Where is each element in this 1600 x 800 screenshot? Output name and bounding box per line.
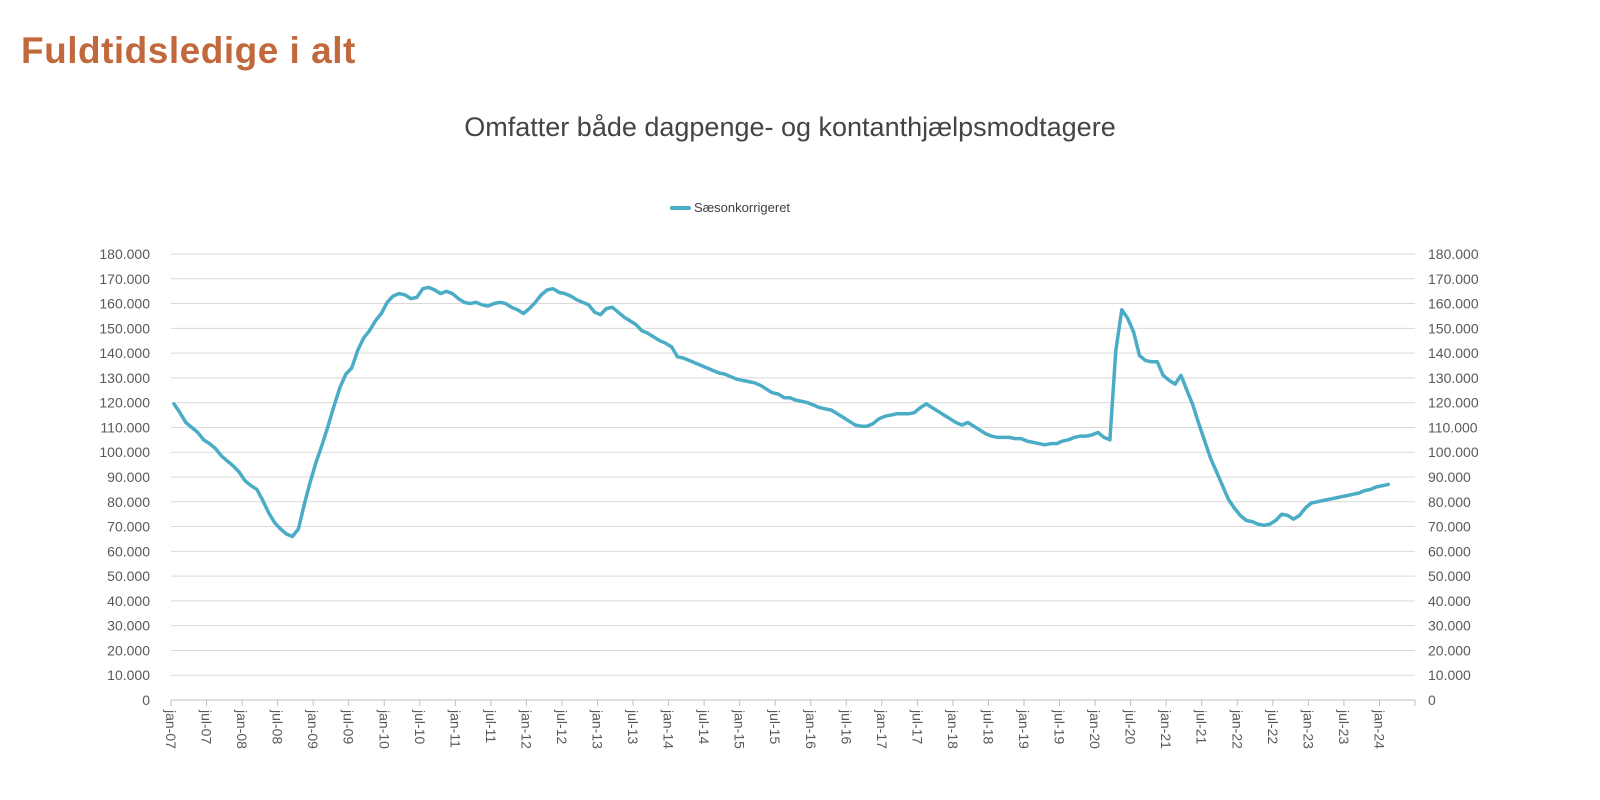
y-axis-label-left: 80.000 [107,494,150,510]
x-axis-label: jul-19 [1052,709,1068,744]
y-axis-label-left: 100.000 [99,444,150,460]
y-axis-label-left: 90.000 [107,469,150,485]
y-axis-label-left: 10.000 [107,667,150,683]
x-axis-label: jul-12 [554,709,570,744]
y-axis-label-right: 150.000 [1428,320,1479,336]
y-axis-label-right: 140.000 [1428,345,1479,361]
y-axis-label-right: 10.000 [1428,667,1471,683]
y-axis-label-right: 180.000 [1428,246,1479,262]
x-axis-label: jan-23 [1300,709,1316,749]
x-axis-label: jul-16 [838,709,854,744]
x-axis-label: jul-14 [696,709,712,744]
x-axis-label: jul-18 [980,709,996,744]
x-axis-label: jan-22 [1229,709,1245,749]
x-axis-label: jan-14 [661,709,677,749]
y-axis-label-left: 110.000 [100,419,150,435]
y-axis-label-right: 90.000 [1428,469,1471,485]
y-axis-label-right: 30.000 [1428,618,1471,634]
x-axis-label: jan-09 [305,709,321,749]
x-axis-label: jan-07 [163,709,179,749]
x-axis-label: jul-15 [767,709,783,744]
y-axis-label-left: 180.000 [99,246,150,262]
legend-item-saesonkorrigeret[interactable]: Sæsonkorrigeret [669,200,791,215]
x-axis-label: jul-13 [625,709,641,744]
x-axis-label: jan-11 [447,709,463,748]
y-axis-label-right: 70.000 [1428,519,1471,535]
x-axis-label: jul-23 [1336,709,1352,744]
y-axis-label-left: 170.000 [99,271,150,287]
y-axis-label-right: 80.000 [1428,494,1471,510]
y-axis-label-right: 60.000 [1428,543,1471,559]
y-axis-label-right: 50.000 [1428,568,1471,584]
x-axis-label: jan-13 [590,709,606,749]
x-axis-label: jan-19 [1016,709,1032,749]
y-axis-label-right: 120.000 [1428,395,1479,411]
y-axis-label-right: 40.000 [1428,593,1471,609]
y-axis-label-left: 0 [142,692,150,708]
y-axis-label-left: 140.000 [99,345,150,361]
y-axis-label-left: 30.000 [107,618,150,634]
x-axis-label: jan-15 [732,709,748,749]
x-axis-label: jan-24 [1371,709,1387,749]
x-axis-label: jan-18 [945,709,961,749]
y-axis-label-left: 40.000 [107,593,150,609]
x-axis-label: jan-16 [803,709,819,749]
page-title: Fuldtidsledige i alt [21,30,356,71]
legend: Sæsonkorrigeret [669,200,791,215]
y-axis-label-right: 110.000 [1428,419,1478,435]
x-axis-label: jul-08 [270,709,286,744]
chart-title: Omfatter både dagpenge- og kontanthjælps… [464,112,1116,142]
legend-line-marker-icon [669,205,691,210]
x-axis-label: jan-08 [234,709,250,749]
y-axis-label-right: 0 [1428,692,1436,708]
y-axis-label-left: 50.000 [107,568,150,584]
y-axis-label-right: 160.000 [1428,296,1479,312]
y-axis-label-left: 60.000 [107,543,150,559]
legend-label: Sæsonkorrigeret [693,200,791,215]
y-axis-label-right: 170.000 [1428,271,1479,287]
y-axis-label-left: 160.000 [99,296,150,312]
y-axis-label-right: 100.000 [1428,444,1479,460]
y-axis-label-right: 20.000 [1428,642,1471,658]
x-axis-label: jan-17 [874,709,890,749]
y-axis-label-right: 130.000 [1428,370,1479,386]
x-axis-label: jul-09 [341,709,357,744]
x-axis-label: jul-11 [483,709,499,743]
y-axis-label-left: 150.000 [99,320,150,336]
x-axis-label: jul-21 [1194,709,1210,744]
x-axis-label: jul-10 [412,709,428,744]
x-axis-label: jul-17 [909,709,925,744]
x-axis-label: jul-07 [199,709,215,744]
x-axis-label: jul-22 [1265,709,1281,744]
series-line-saesonkorrigeret[interactable] [172,285,1391,539]
y-axis-label-left: 130.000 [99,370,150,386]
y-axis-label-left: 70.000 [107,519,150,535]
x-axis-label: jan-12 [518,709,534,749]
x-axis-label: jul-20 [1123,709,1139,744]
x-axis-label: jan-10 [376,709,392,749]
y-axis-label-left: 120.000 [99,395,150,411]
y-axis-label-left: 20.000 [107,642,150,658]
x-axis-label: jan-21 [1158,709,1174,749]
x-axis-label: jan-20 [1087,709,1103,749]
